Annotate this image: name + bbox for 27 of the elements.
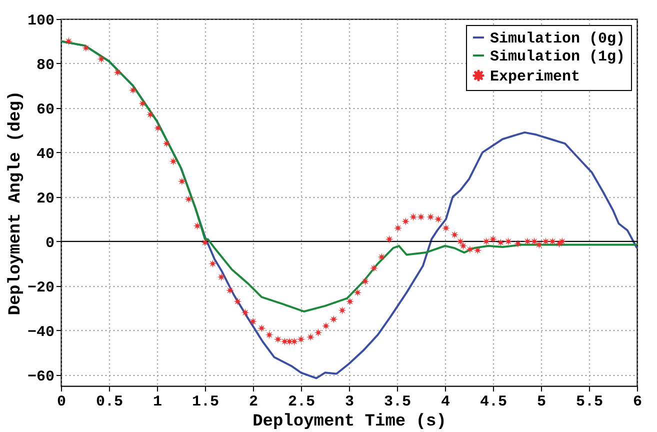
y-tick-label: −40 <box>27 324 54 341</box>
x-tick-label: 1.5 <box>192 394 220 410</box>
y-tick-label: 40 <box>36 146 54 163</box>
x-tick-label: 2 <box>248 394 258 410</box>
x-tick-label: 5.5 <box>576 394 604 410</box>
x-tick-label: 2.5 <box>288 394 316 410</box>
x-tick-label: 5 <box>536 394 546 410</box>
x-tick-label: 6 <box>632 394 642 410</box>
x-tick-label: 3.5 <box>384 394 412 410</box>
x-tick-label: 4.5 <box>480 394 508 410</box>
x-tick-label: 0 <box>56 394 66 410</box>
y-tick-label: 80 <box>36 56 54 74</box>
y-axis-title: Deployment Angle (deg) <box>6 90 26 316</box>
y-tick-label: −20 <box>27 279 54 296</box>
x-tick-label: 3 <box>344 394 354 410</box>
y-tick-label: 0 <box>45 234 54 252</box>
y-tick-label: −60 <box>27 368 54 386</box>
legend-label: Experiment <box>490 68 580 86</box>
legend-label: Simulation (1g) <box>490 48 626 66</box>
x-axis-title: Deployment Time (s) <box>252 412 446 432</box>
y-tick-label: 100 <box>27 12 54 30</box>
x-tick-label: 0.5 <box>96 394 124 410</box>
x-tick-label: 4 <box>440 394 450 410</box>
legend-label: Simulation (0g) <box>490 30 626 48</box>
y-tick-label: 20 <box>36 190 54 208</box>
x-tick-label: 1 <box>152 394 162 410</box>
y-tick-label: 60 <box>36 101 54 118</box>
